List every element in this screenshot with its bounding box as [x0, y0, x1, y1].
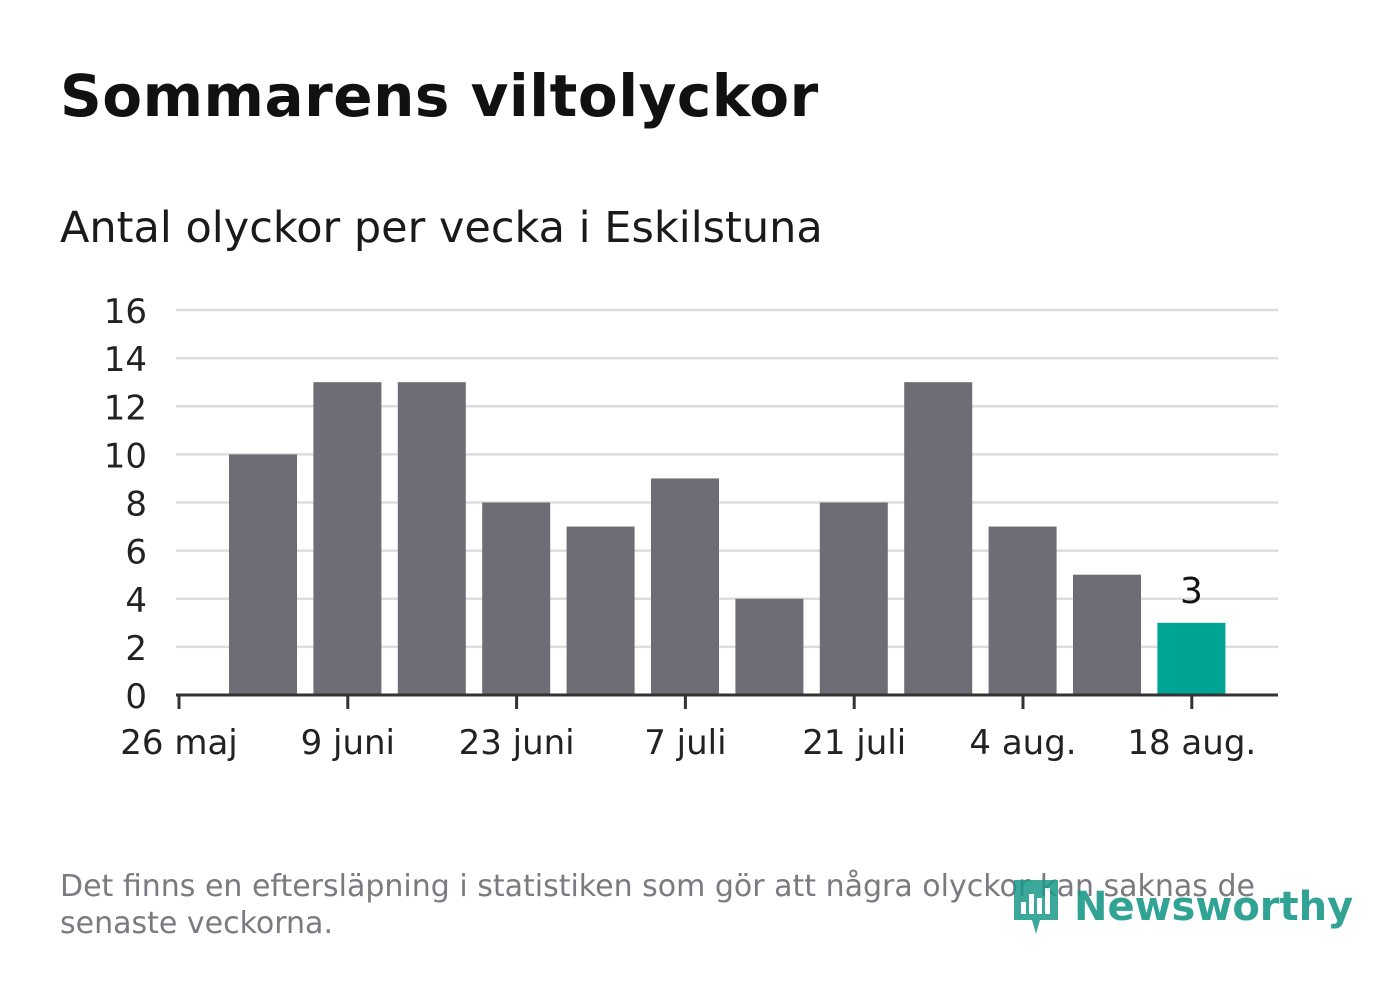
data-label: 3: [1180, 571, 1203, 612]
y-tick-label: 6: [125, 533, 147, 573]
chart-subtitle: Antal olyckor per vecka i Eskilstuna: [60, 203, 823, 253]
bar: [229, 454, 297, 695]
x-tick-label: 4 aug.: [969, 723, 1076, 763]
bar: [397, 382, 466, 695]
y-tick-label: 8: [125, 485, 147, 525]
bar: [313, 382, 382, 695]
x-tick-label: 18 aug.: [1127, 723, 1256, 763]
newsworthy-logo: Newsworthy: [1010, 876, 1353, 938]
y-tick-label: 0: [125, 677, 147, 717]
bar: [904, 382, 973, 695]
x-tick-label: 7 juli: [644, 723, 726, 763]
y-tick-label: 12: [104, 388, 147, 428]
y-tick-label: 16: [104, 292, 147, 332]
bar: [988, 526, 1057, 695]
bar: [566, 526, 635, 695]
y-tick-label: 14: [104, 340, 147, 380]
x-tick-label: 26 maj: [120, 723, 237, 763]
x-axis: 26 maj 9 juni 23 juni 7 juli 21 juli 4 aug. 18…: [120, 693, 1278, 763]
x-tick-label: 9 juni: [301, 723, 395, 763]
y-tick-label: 4: [125, 581, 147, 621]
y-axis-labels: 0 2 4 6 8 10 12 14 16: [104, 292, 147, 717]
logo-text: Newsworthy: [1074, 884, 1354, 930]
bars: [229, 382, 1226, 695]
y-tick-label: 10: [104, 436, 147, 476]
y-tick-label: 2: [125, 629, 147, 669]
bar: [1073, 574, 1141, 695]
bar: [1157, 622, 1226, 695]
bar: [482, 502, 551, 695]
chart-title: Sommarens viltolyckor: [60, 62, 819, 130]
newsworthy-logo-icon: [1014, 880, 1058, 934]
x-tick-label: 23 juni: [459, 723, 575, 763]
bar: [735, 598, 804, 695]
data-labels: 3: [1180, 571, 1203, 612]
bar: [651, 478, 719, 695]
x-tick-label: 21 juli: [802, 723, 906, 763]
bar: [819, 502, 888, 695]
